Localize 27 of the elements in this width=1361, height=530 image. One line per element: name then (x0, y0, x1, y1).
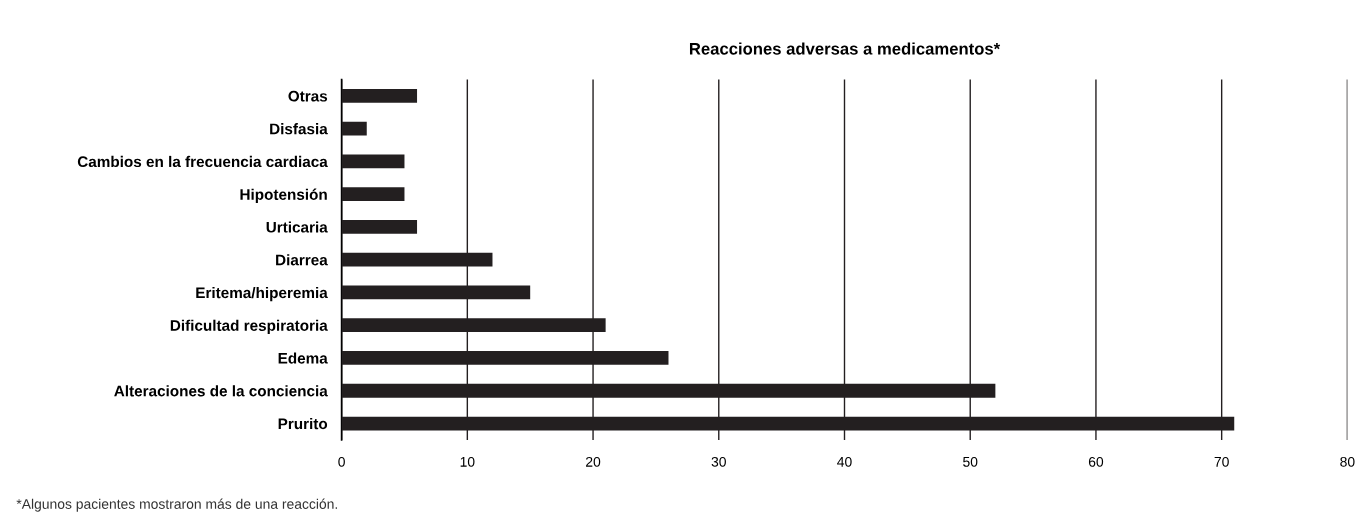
y-tick-label: Hipotensión (240, 188, 327, 203)
y-tick-label: Dificultad respiratoria (170, 319, 328, 334)
x-tick-label: 10 (460, 456, 475, 467)
chart-title: Reacciones adversas a medicamentos* (689, 42, 1001, 55)
x-tick-label: 50 (963, 456, 978, 467)
bar (341, 220, 418, 234)
y-tick-label: Diarrea (276, 254, 328, 266)
x-tick-label: 60 (1088, 456, 1104, 467)
x-tick-label: 30 (711, 456, 726, 467)
bar (341, 154, 405, 169)
bar (341, 89, 418, 103)
y-tick-label: Alteraciones de la conciencia (114, 385, 328, 397)
x-tick-label: 40 (837, 456, 852, 467)
text: *Algunos pacientes mostraron más de una reacción. (16, 498, 337, 512)
y-tick-label: Otras (288, 90, 328, 102)
bar (341, 187, 405, 202)
y-tick-label: Urticaria (266, 221, 328, 233)
y-tick-label: Edema (278, 352, 328, 364)
x-tick-label: 80 (1340, 456, 1355, 467)
x-tick-label: 70 (1214, 456, 1229, 467)
y-tick-label: Cambios en la frecuencia cardiaca (77, 155, 328, 168)
y-tick-label: Disfasia (270, 123, 328, 135)
bar (341, 121, 367, 136)
x-tick-label: 20 (586, 456, 601, 467)
x-tick-label: 0 (338, 456, 345, 467)
y-tick-label: Eritema/hiperemia (196, 286, 328, 302)
y-tick-label: Prurito (278, 417, 328, 430)
